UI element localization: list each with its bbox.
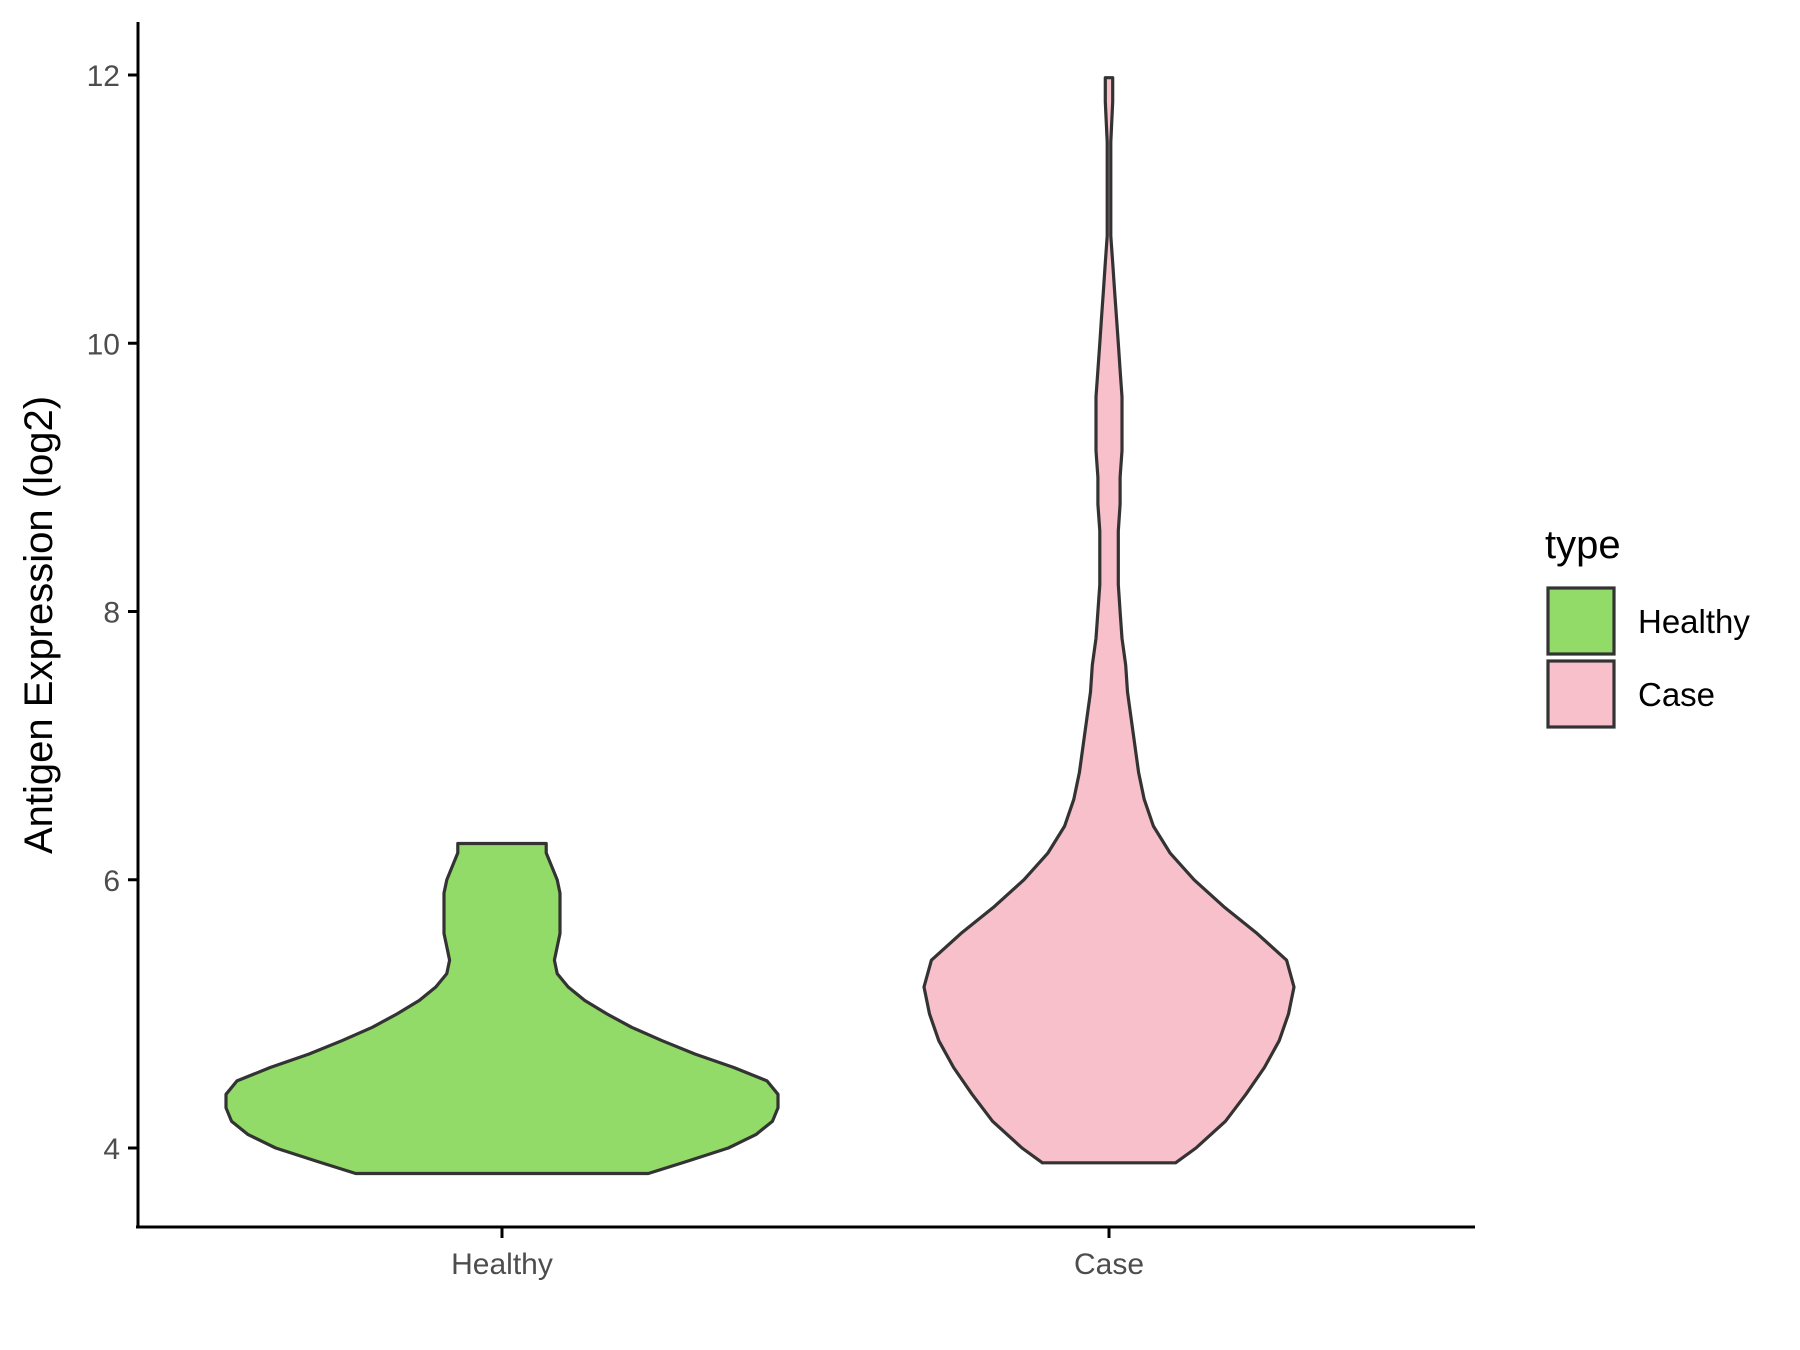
legend-items: Healthy Case [1546,586,1750,729]
plot-area [224,76,1296,1176]
violin-case [922,76,1296,1165]
legend-label-case: Case [1638,676,1715,713]
y-tick-label: 6 [103,865,120,898]
x-ticks: Healthy Case [451,1227,1144,1281]
y-tick-label: 8 [103,597,120,630]
y-tick-label: 10 [87,328,120,361]
axes: 4 6 8 10 12 Healthy Case Antigen Expression (… [17,22,1475,1281]
y-tick-label: 4 [103,1133,120,1166]
legend: type Healthy Case [1545,523,1750,729]
x-tick-label: Case [1074,1248,1144,1281]
legend-swatch-case [1546,659,1616,729]
violin-healthy [224,841,780,1176]
x-tick-label: Healthy [451,1248,553,1281]
y-axis-title: Antigen Expression (log2) [17,396,61,854]
legend-title: type [1545,523,1621,567]
y-ticks: 4 6 8 10 12 [87,60,138,1166]
legend-swatch-healthy [1546,586,1616,656]
legend-label-healthy: Healthy [1638,603,1750,640]
y-tick-label: 12 [87,60,120,93]
